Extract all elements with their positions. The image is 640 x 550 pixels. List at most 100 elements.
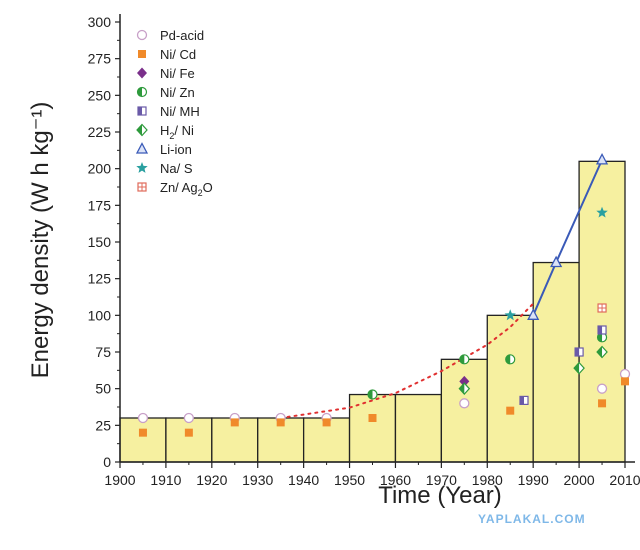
y-tick-label-200: 200: [88, 161, 112, 177]
x-tick-label-1930: 1930: [242, 472, 273, 488]
y-tick-label-300: 300: [88, 14, 112, 30]
legend-item-na-s: Na/ S: [136, 161, 193, 176]
legend-item-ni-mh: Ni/ MH: [137, 104, 200, 119]
y-tick-label-75: 75: [95, 344, 111, 360]
bar-1910: [165, 417, 213, 463]
marker-fill: [598, 326, 603, 334]
point-ni-mh-2: [597, 325, 607, 335]
point-na-s-1: [596, 206, 608, 218]
point-ni-cd-6: [506, 406, 515, 415]
x-tick-label-1920: 1920: [196, 472, 227, 488]
y-tick-label-225: 225: [88, 124, 112, 140]
marker-shape: [504, 309, 516, 321]
legend-marker-ni-fe: [137, 67, 147, 79]
y-tick-label-0: 0: [103, 454, 111, 470]
marker-fill: [505, 354, 511, 364]
legend-label-ni-fe: Ni/ Fe: [160, 66, 195, 81]
point-ni-cd-1: [184, 428, 193, 437]
y-axis-title: Energy density (W h kg⁻¹): [27, 102, 54, 379]
point-ni-fe-0: [459, 375, 470, 387]
trend-layer: [279, 302, 535, 419]
x-tick-label-1900: 1900: [104, 472, 135, 488]
marker-fill: [368, 390, 373, 400]
marker-fill: [574, 362, 580, 374]
marker-shape: [619, 368, 631, 380]
legend-label-ni-mh: Ni/ MH: [160, 104, 200, 119]
x-tick-label-1910: 1910: [150, 472, 181, 488]
legend-marker-ni-mh: [137, 106, 147, 116]
series-layer: [137, 152, 631, 437]
marker-shape: [596, 383, 608, 394]
x-tick-label-1940: 1940: [288, 472, 319, 488]
marker-fill: [138, 107, 142, 115]
legend-layer: Pd-acid Ni/ Cd Ni/ Fe Ni/ Zn Ni/ MH H2/ NiLi-…: [135, 28, 213, 198]
bar-1970: [440, 358, 488, 463]
point-li-ion-1: [550, 255, 563, 268]
watermark: YAPLAKAL.COM: [478, 512, 586, 526]
legend-marker-li-ion: [135, 142, 149, 154]
marker-shape: [136, 29, 148, 41]
y-tick-label-250: 250: [88, 87, 112, 103]
legend-label-pd-acid: Pd-acid: [160, 28, 204, 43]
y-tick-label-125: 125: [88, 271, 112, 287]
bar-1980: [486, 314, 534, 463]
point-pd-acid-1: [183, 412, 195, 424]
x-tick-label-1960: 1960: [380, 472, 411, 488]
point-pd-acid-5: [459, 398, 470, 409]
y-tick-label-275: 275: [88, 51, 112, 67]
marker-fill: [575, 348, 580, 356]
bar-1960: [394, 393, 443, 463]
marker-fill: [597, 332, 603, 342]
x-tick-label-2000: 2000: [564, 472, 595, 488]
marker-shape: [137, 412, 149, 424]
x-tick-label-2010: 2010: [609, 472, 640, 488]
axes-layer: 0 25 50 75 100 125 150 175 200 225 250 275 300 1900 19…: [88, 14, 640, 488]
legend-item-ni-zn: Ni/ Zn: [136, 85, 195, 100]
marker-shape: [459, 398, 470, 409]
point-ni-cd-2: [230, 418, 239, 427]
marker-shape: [137, 67, 147, 79]
legend-item-pd-acid: Pd-acid: [136, 28, 204, 43]
marker-shape: [459, 375, 470, 387]
point-pd-acid-7: [619, 368, 631, 380]
y-tick-label-175: 175: [88, 197, 112, 213]
legend-label-ni-cd: Ni/ Cd: [160, 47, 196, 62]
legend-marker-ni-zn: [136, 86, 148, 98]
marker-shape: [596, 206, 608, 218]
legend-item-h-ni: H2/ Ni: [136, 123, 194, 141]
marker-shape: [183, 412, 195, 424]
marker-fill: [520, 396, 524, 405]
point-h-ni-1: [573, 361, 585, 375]
legend-marker-ni-cd: [138, 50, 146, 58]
y-tick-label-25: 25: [95, 417, 111, 433]
legend-marker-h-ni: [136, 123, 148, 137]
marker-shape: [598, 399, 607, 408]
y-tick-label-150: 150: [88, 234, 112, 250]
x-tick-label-1980: 1980: [472, 472, 503, 488]
x-tick-label-1970: 1970: [426, 472, 457, 488]
legend-label-ni-zn: Ni/ Zn: [160, 85, 195, 100]
point-ni-mh-1: [574, 347, 584, 357]
legend-item-li-ion: Li-ion: [135, 142, 192, 157]
marker-shape: [138, 428, 147, 437]
marker-fill: [137, 87, 142, 97]
marker-shape: [184, 428, 193, 437]
marker-shape: [368, 414, 377, 422]
marker-fill: [597, 346, 603, 358]
point-ni-cd-3: [276, 418, 285, 427]
trend-curve: [279, 302, 535, 419]
x-axis-title: Time (Year): [378, 482, 502, 509]
legend-label-h-ni: H2/ Ni: [160, 123, 194, 141]
point-ni-cd-8: [621, 377, 629, 386]
bar-1900: [119, 417, 167, 463]
y-tick-label-100: 100: [88, 307, 112, 323]
marker-shape: [276, 418, 285, 427]
legend-item-ni-fe: Ni/ Fe: [137, 66, 195, 81]
legend-item-zn-ag-o: Zn/ Ag2O: [137, 180, 213, 198]
point-ni-cd-7: [598, 399, 607, 408]
marker-shape: [138, 50, 146, 58]
marker-shape: [550, 255, 563, 268]
point-zn-ag-o-0: [597, 303, 607, 313]
marker-shape: [322, 418, 331, 427]
